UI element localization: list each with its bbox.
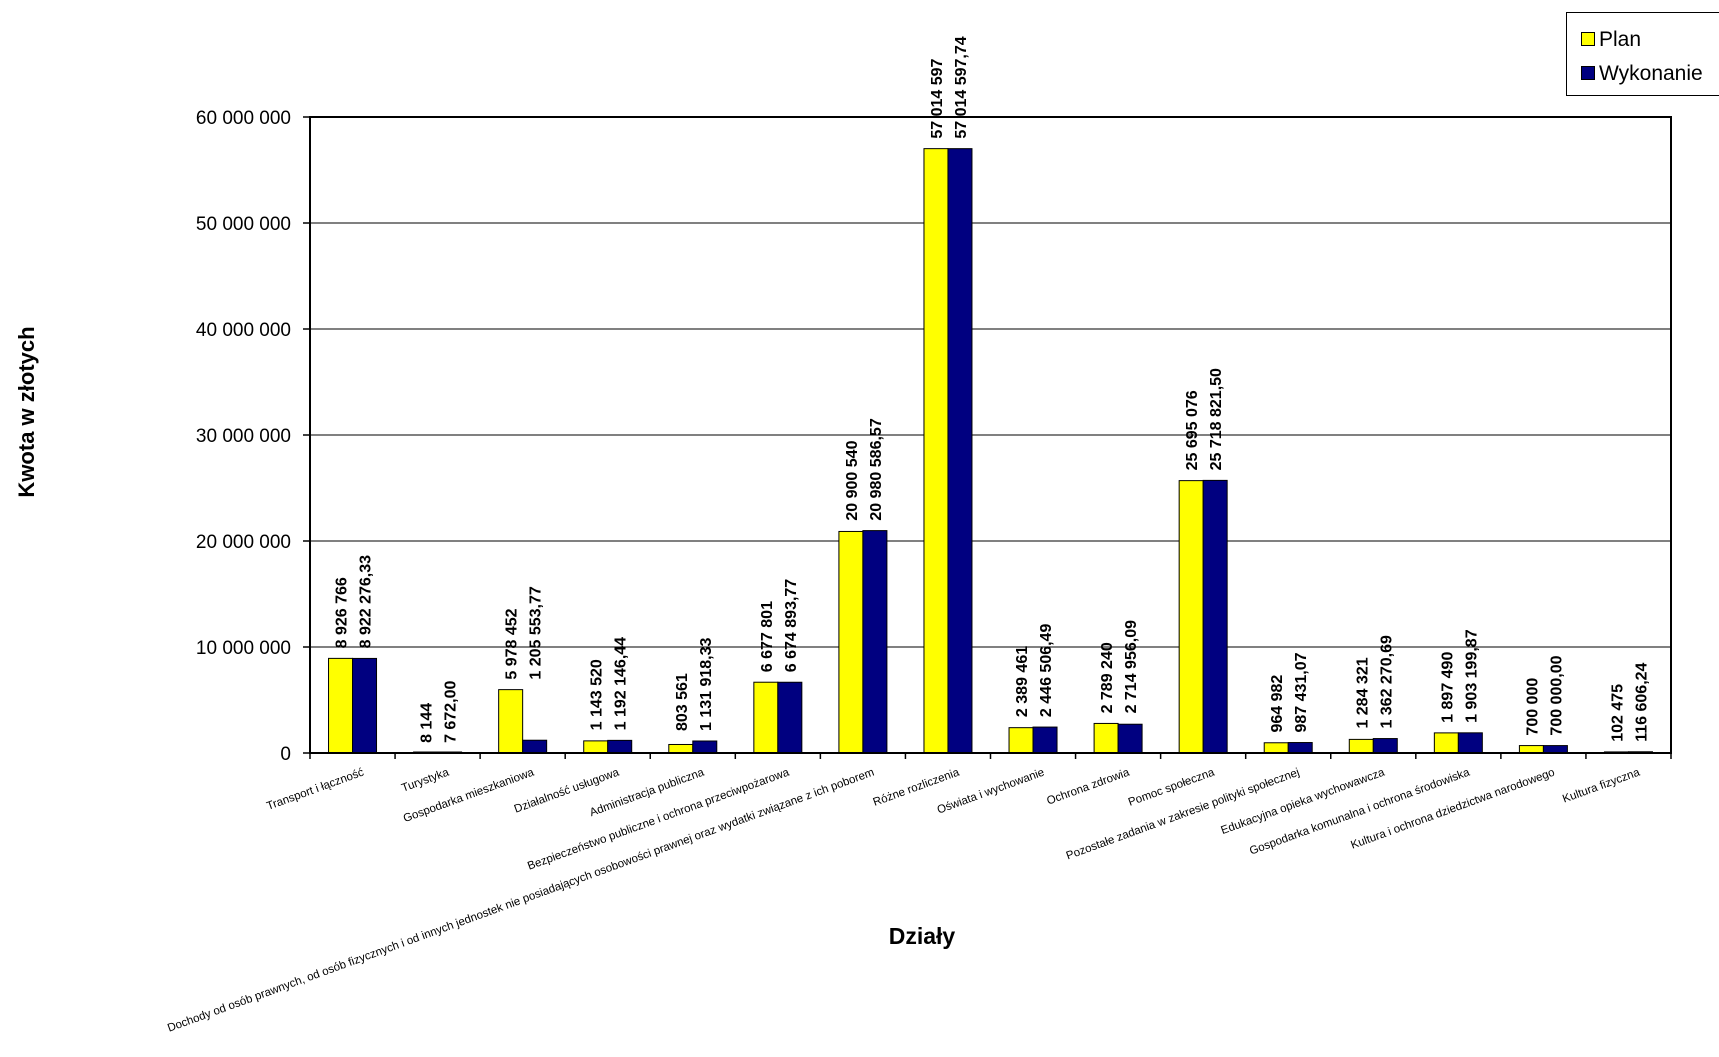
data-label-wykonanie: 1 205 553,77 bbox=[528, 586, 545, 680]
data-label-plan: 57 014 597 bbox=[929, 58, 946, 138]
data-label-wykonanie: 8 922 276,33 bbox=[358, 555, 375, 649]
y-axis-title: Kwota w złotych bbox=[14, 326, 39, 497]
bar-wykonanie bbox=[1287, 742, 1313, 754]
data-label-plan: 2 789 240 bbox=[1099, 642, 1116, 713]
bar-plan bbox=[498, 689, 524, 754]
data-label-plan: 1 284 321 bbox=[1354, 657, 1371, 728]
data-label-plan: 5 978 452 bbox=[504, 608, 521, 679]
bar-plan bbox=[838, 530, 864, 754]
y-tick-label: 50 000 000 bbox=[196, 214, 291, 235]
data-label-wykonanie: 25 718 821,50 bbox=[1208, 368, 1225, 470]
y-tick-label: 60 000 000 bbox=[196, 108, 291, 129]
data-label-wykonanie: 1 362 270,69 bbox=[1378, 635, 1395, 729]
data-label-wykonanie: 1 192 146,44 bbox=[613, 637, 630, 731]
bar-plan bbox=[1518, 745, 1544, 754]
bar-wykonanie bbox=[1202, 479, 1228, 754]
x-axis-title: Działy bbox=[889, 923, 956, 949]
x-category-label: Transport i łączność bbox=[265, 766, 366, 812]
data-label-plan: 2 389 461 bbox=[1014, 646, 1031, 717]
bar-plan bbox=[1093, 722, 1119, 754]
bar-wykonanie bbox=[692, 740, 718, 754]
data-label-wykonanie: 987 431,07 bbox=[1293, 652, 1310, 732]
legend-label-wykonanie: Wykonanie bbox=[1599, 62, 1703, 85]
data-label-plan: 20 900 540 bbox=[844, 440, 861, 520]
x-axis-ticks: Transport i łączność TurystykaGospodarka … bbox=[166, 753, 1672, 1035]
legend: Plan Wykonanie bbox=[1566, 12, 1719, 96]
bar-plan bbox=[1433, 732, 1459, 754]
data-label-wykonanie: 20 980 586,57 bbox=[868, 418, 885, 520]
bar-wykonanie bbox=[862, 530, 888, 754]
x-category-label: Ochrona zdrowia bbox=[1045, 766, 1131, 807]
y-tick-label: 10 000 000 bbox=[196, 638, 291, 659]
y-tick-label: 30 000 000 bbox=[196, 426, 291, 447]
data-label-plan: 8 926 766 bbox=[334, 577, 351, 648]
x-category-label: Turystyka bbox=[400, 766, 451, 794]
data-label-plan: 964 982 bbox=[1269, 675, 1286, 733]
data-label-wykonanie: 116 606,24 bbox=[1633, 662, 1650, 741]
data-label-plan: 803 561 bbox=[674, 673, 691, 731]
legend-swatch-wykonanie bbox=[1581, 65, 1595, 80]
bar-plan bbox=[1348, 738, 1374, 754]
data-label-wykonanie: 57 014 597,74 bbox=[953, 36, 970, 138]
bar-plan bbox=[753, 681, 779, 754]
legend-item-wykonanie: Wykonanie bbox=[1581, 61, 1703, 87]
y-tick-label: 20 000 000 bbox=[196, 532, 291, 553]
bar-plan bbox=[1263, 742, 1289, 754]
bar-plan bbox=[1178, 480, 1204, 754]
bar-wykonanie bbox=[607, 739, 633, 754]
bar-wykonanie bbox=[352, 657, 378, 754]
y-tick-label: 0 bbox=[280, 744, 291, 765]
bar-plan bbox=[1008, 727, 1034, 754]
y-tick-label: 40 000 000 bbox=[196, 320, 291, 341]
data-label-plan: 700 000 bbox=[1524, 678, 1541, 736]
data-labels: 8 926 766 8 922 276,33 8 144 7 672,00 5 978 … bbox=[334, 36, 1651, 743]
bar-wykonanie bbox=[777, 681, 803, 754]
data-label-wykonanie: 6 674 893,77 bbox=[783, 579, 800, 673]
bar-wykonanie bbox=[1117, 723, 1143, 754]
data-label-wykonanie: 1 131 918,33 bbox=[698, 637, 715, 731]
data-label-plan: 25 695 076 bbox=[1184, 390, 1201, 470]
bar-wykonanie bbox=[1032, 726, 1058, 754]
data-label-wykonanie: 2 714 956,09 bbox=[1123, 620, 1140, 714]
bar-plan bbox=[328, 657, 354, 754]
gridlines bbox=[310, 222, 1671, 648]
bar-wykonanie bbox=[1457, 732, 1483, 754]
y-axis-ticks: 0 10 000 000 20 000 000 30 000 000 40 000 00… bbox=[196, 108, 310, 765]
legend-item-plan: Plan bbox=[1581, 27, 1641, 53]
legend-swatch-plan bbox=[1581, 31, 1595, 46]
data-label-plan: 1 143 520 bbox=[589, 659, 606, 730]
data-label-wykonanie: 7 672,00 bbox=[443, 681, 460, 743]
x-category-label: Kultura fizyczna bbox=[1561, 766, 1642, 805]
bar-wykonanie bbox=[1372, 738, 1398, 754]
bar-plan bbox=[668, 743, 694, 754]
bar-wykonanie bbox=[522, 739, 548, 754]
bar-wykonanie bbox=[947, 148, 973, 754]
legend-label-plan: Plan bbox=[1599, 28, 1642, 51]
data-label-plan: 1 897 490 bbox=[1439, 652, 1456, 723]
data-label-wykonanie: 2 446 506,49 bbox=[1038, 624, 1055, 718]
data-label-plan: 8 144 bbox=[419, 703, 436, 743]
data-label-plan: 102 475 bbox=[1609, 684, 1626, 742]
bar-plan bbox=[583, 740, 609, 754]
bars bbox=[328, 148, 1653, 754]
data-label-wykonanie: 1 903 199,87 bbox=[1463, 629, 1480, 723]
bar-plan bbox=[923, 148, 949, 754]
data-label-wykonanie: 700 000,00 bbox=[1548, 655, 1565, 735]
data-label-plan: 6 677 801 bbox=[759, 601, 776, 672]
bar-wykonanie bbox=[1542, 745, 1568, 754]
